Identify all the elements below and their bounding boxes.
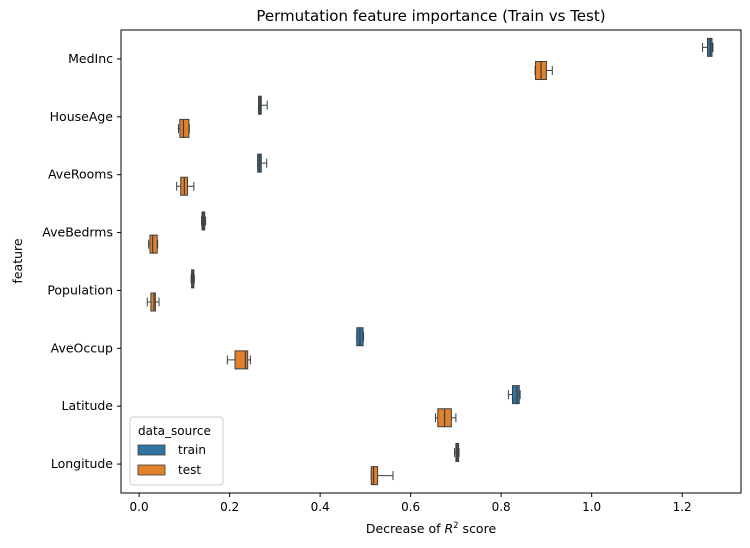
legend-label-test: test <box>178 463 201 477</box>
y-tick-label-avebedrms: AveBedrms <box>42 225 113 240</box>
box-test-latitude <box>435 408 457 428</box>
box-train-averooms <box>257 153 268 173</box>
iqr-box <box>511 385 520 405</box>
y-axis-label: feature <box>10 238 25 283</box>
box-test-avebedrms <box>148 234 159 254</box>
iqr-box <box>149 234 158 254</box>
box-test-aveoccup <box>226 350 251 370</box>
iqr-box <box>179 118 190 138</box>
box-train-latitude <box>507 385 521 405</box>
box-train-houseage <box>258 95 268 115</box>
legend-label-train: train <box>178 443 206 457</box>
x-tick-label: 0.2 <box>220 500 239 514</box>
box-train-avebedrms <box>201 211 207 231</box>
legend-swatch-test <box>137 464 166 476</box>
x-axis-label: Decrease of R2 score <box>366 521 497 536</box>
x-tick-label: 0.0 <box>130 500 149 514</box>
box-train-medinc <box>702 37 714 57</box>
x-tick-label: 0.4 <box>311 500 330 514</box>
iqr-box <box>370 466 379 486</box>
box-test-averooms <box>176 176 195 196</box>
box-train-aveoccup <box>356 327 365 347</box>
box-train-longitude <box>454 442 460 462</box>
box-test-population <box>146 292 160 312</box>
legend-title: data_source <box>138 424 211 438</box>
y-tick-label-longitude: Longitude <box>51 456 113 471</box>
box-test-longitude <box>370 466 394 486</box>
iqr-box <box>150 292 156 312</box>
box-test-houseage <box>177 118 190 138</box>
iqr-box <box>234 350 249 370</box>
x-tick-label: 1.0 <box>582 500 601 514</box>
box-train-population <box>190 269 195 289</box>
y-tick-label-population: Population <box>47 282 113 297</box>
y-tick-label-aveoccup: AveOccup <box>51 340 113 355</box>
y-tick-label-houseage: HouseAge <box>50 109 114 124</box>
legend-swatch-train <box>137 444 166 456</box>
y-tick-label-averooms: AveRooms <box>48 167 113 182</box>
box-test-medinc <box>534 61 553 81</box>
plot-frame <box>120 29 742 494</box>
x-tick-label: 0.8 <box>492 500 511 514</box>
y-tick-label-medinc: MedInc <box>68 51 113 66</box>
legend: data_source train test <box>129 416 224 486</box>
chart-title: Permutation feature importance (Train vs… <box>256 7 605 25</box>
y-tick-label-latitude: Latitude <box>62 398 114 413</box>
x-tick-label: 0.6 <box>401 500 420 514</box>
x-tick-label: 1.2 <box>673 500 692 514</box>
